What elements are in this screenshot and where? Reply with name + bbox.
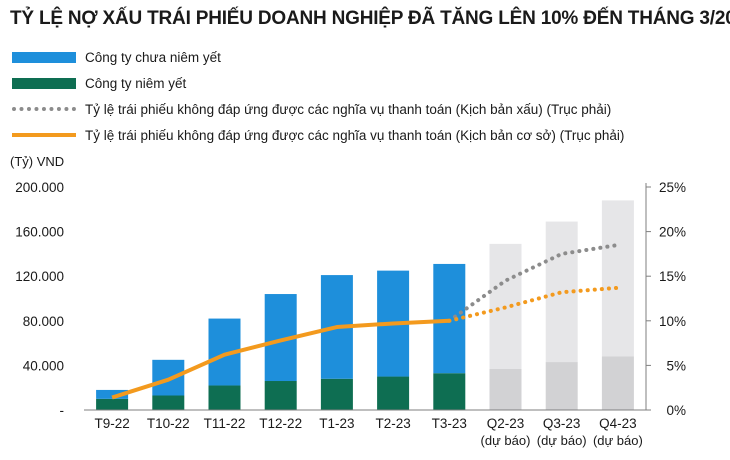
legend-label-listed: Công ty niêm yết: [85, 75, 187, 91]
bar-listed-T11-22: [208, 385, 241, 410]
legend-swatch-bad-case: [12, 107, 76, 111]
legend-swatch-base-case: [12, 133, 76, 137]
legend-item-unlisted: Công ty chưa niêm yết: [12, 44, 624, 70]
x-tick-sublabel: (dự báo): [481, 433, 531, 448]
ticks-layer: - 40.000 80.000 120.000 160.000 200.000 0% 5% 10…: [15, 180, 686, 448]
bar-listed-Q4-23: [601, 356, 634, 410]
bar-listed-Q2-23: [489, 368, 522, 410]
bar-listed-T2-23: [377, 376, 410, 410]
x-tick-label: T12-22: [259, 416, 302, 431]
legend-label-unlisted: Công ty chưa niêm yết: [85, 49, 221, 65]
x-tick-label: Q3-23: [543, 416, 581, 431]
line-base-case-forecast: [447, 285, 620, 323]
legend-label-bad-case: Tỷ lệ trái phiếu không đáp ứng được các …: [85, 101, 612, 117]
bar-unlisted-T9-22: [96, 389, 129, 399]
y-tick-label: 200.000: [15, 180, 64, 195]
bar-listed-T3-23: [433, 373, 466, 410]
y-tick-label: 120.000: [15, 269, 64, 284]
legend-item-bad-case: Tỷ lệ trái phiếu không đáp ứng được các …: [12, 96, 624, 122]
x-tick-label: T3-23: [432, 416, 467, 431]
x-tick-label: Q2-23: [487, 416, 525, 431]
legend-item-listed: Công ty niêm yết: [12, 70, 624, 96]
y2-tick-label: 10%: [659, 314, 686, 329]
bar-unlisted-T3-23: [433, 263, 466, 374]
y2-tick-label: 25%: [659, 180, 686, 195]
chart-title: TỶ LỆ NỢ XẤU TRÁI PHIẾU DOANH NGHIỆP ĐÃ …: [10, 8, 730, 29]
y-tick-label: 40.000: [23, 358, 64, 373]
bar-listed-T1-23: [320, 378, 353, 410]
y-tick-label: -: [60, 403, 65, 418]
bar-listed-Q3-23: [545, 362, 578, 410]
legend-swatch-unlisted: [12, 51, 76, 63]
x-tick-label: T10-22: [147, 416, 190, 431]
y-tick-label: 160.000: [15, 225, 64, 240]
bar-listed-T12-22: [264, 381, 297, 410]
x-tick-label: T2-23: [375, 416, 410, 431]
bar-listed-T10-22: [152, 395, 185, 410]
y-axis-unit-label: (Tỷ) VND: [10, 154, 64, 169]
x-tick-label: T11-22: [204, 416, 246, 431]
legend: Công ty chưa niêm yết Công ty niêm yết T…: [12, 44, 624, 148]
y-tick-label: 80.000: [23, 314, 64, 329]
y2-tick-label: 20%: [659, 225, 686, 240]
bar-unlisted-Q4-23: [601, 200, 634, 357]
legend-swatch-listed: [12, 77, 76, 89]
line-bad-case: [447, 242, 620, 323]
x-tick-sublabel: (dự báo): [537, 433, 587, 448]
x-tick-sublabel: (dự báo): [593, 433, 643, 448]
y2-tick-label: 5%: [666, 358, 686, 373]
bar-listed-T9-22: [96, 398, 129, 410]
y2-tick-label: 0%: [666, 403, 686, 418]
x-tick-label: T1-23: [319, 416, 354, 431]
lines-layer: [111, 242, 620, 400]
axes-layer: [84, 183, 647, 411]
y2-tick-label: 15%: [659, 269, 686, 284]
bars-layer: [96, 200, 634, 410]
x-tick-label: Q4-23: [599, 416, 637, 431]
legend-item-base-case: Tỷ lệ trái phiếu không đáp ứng được các …: [12, 122, 624, 148]
x-tick-label: T9-22: [94, 416, 129, 431]
line-base-case-actual: [111, 318, 450, 400]
legend-label-base-case: Tỷ lệ trái phiếu không đáp ứng được các …: [85, 127, 625, 143]
